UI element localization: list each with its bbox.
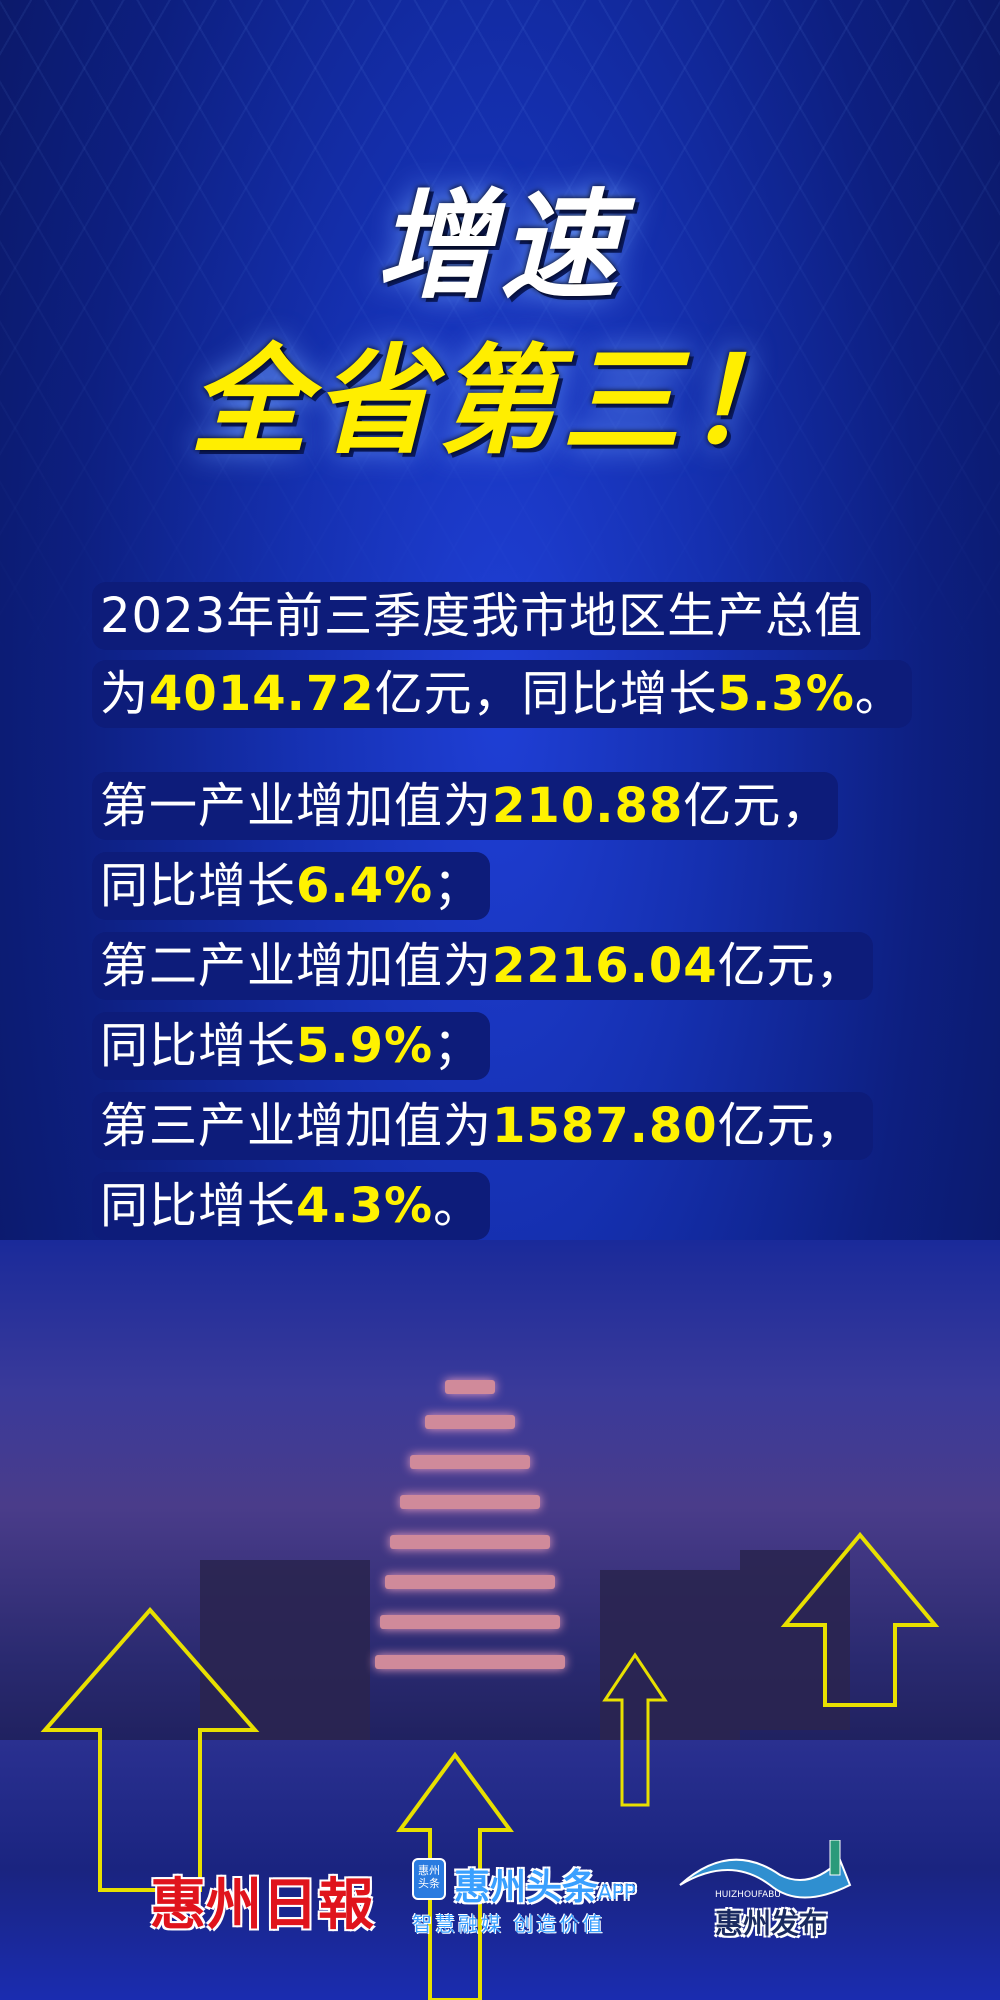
building (200, 1560, 370, 1750)
industry-2-value: 第二产业增加值为2216.04亿元， (92, 932, 873, 1000)
up-arrow-icon (780, 1531, 940, 1707)
up-arrow-icon (40, 1606, 260, 1892)
app-name: 惠州头条 (454, 1867, 599, 1908)
gdp-growth: 5.3% (717, 666, 855, 722)
industry-1-value: 第一产业增加值为210.88亿元， (92, 772, 839, 840)
building (740, 1550, 850, 1730)
huizhou-daily-logo: 惠州日報 (150, 1872, 374, 1938)
headline-line1: 增速 (375, 177, 624, 315)
up-arrow-icon (396, 1751, 514, 2000)
fabu-name: 惠州发布 (715, 1907, 828, 1940)
wave-pagoda-icon (679, 1839, 852, 1899)
industry-1-growth: 同比增长6.4%； (92, 852, 491, 920)
industry-3-growth: 同比增长4.3%。 (92, 1172, 491, 1240)
fabu-en: HUIZHOUFABU (715, 1890, 781, 1900)
logo-bar: 惠州日報 惠州头条 惠州头条APP 智慧融媒 创造价值 HUIZHOUFABU … (0, 1839, 1000, 1950)
industry-3-value: 第三产业增加值为1587.80亿元， (92, 1092, 873, 1160)
app-icon: 惠州头条 (412, 1858, 446, 1900)
pagoda-image (375, 1370, 565, 1700)
app-slogan: 智慧融媒 创造价值 (412, 1912, 606, 1936)
gdp-value: 4014.72 (149, 666, 375, 722)
headline-line2: 全省第三！ (189, 332, 810, 470)
summary-line2: 为4014.72亿元，同比增长5.3%。 (92, 660, 912, 728)
app-suffix: APP (598, 1880, 636, 1904)
summary-line1: 2023年前三季度我市地区生产总值 (92, 582, 872, 650)
industry-2-growth: 同比增长5.9%； (92, 1012, 491, 1080)
up-arrow-icon (602, 1652, 668, 1807)
huizhou-fabu-logo: HUIZHOUFABU 惠州发布 (670, 1839, 870, 1950)
